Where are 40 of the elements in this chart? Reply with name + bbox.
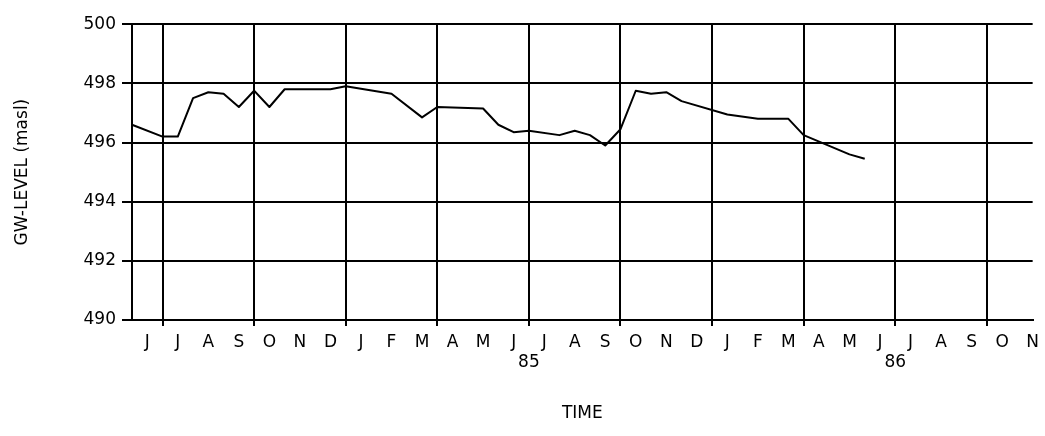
- x-tick-label: J: [907, 330, 914, 351]
- x-tick-label: J: [723, 330, 730, 351]
- x-tick-label: J: [174, 330, 181, 351]
- x-tick-label: N: [659, 330, 673, 351]
- x-tick-label: M: [842, 330, 857, 351]
- y-axis-title: GW-LEVEL (masl): [10, 98, 31, 246]
- x-tick-label: N: [1026, 330, 1039, 351]
- x-tick-label: J: [357, 330, 364, 351]
- y-tick-label: 494: [83, 190, 116, 211]
- y-tick-label: 492: [83, 249, 116, 270]
- x-tick-label: S: [966, 330, 977, 351]
- x-tick-label: J: [540, 330, 547, 351]
- y-tick-label: 498: [83, 71, 116, 92]
- x-tick-label: D: [690, 330, 704, 351]
- y-tick-label: 496: [83, 130, 116, 151]
- x-tick-label: O: [995, 330, 1009, 351]
- x-tick-label: S: [233, 330, 245, 351]
- x-tick-label: F: [752, 330, 763, 351]
- x-tick-label: M: [781, 330, 796, 351]
- x-tick-label: 85: [518, 351, 540, 372]
- x-tick-label: F: [386, 330, 397, 351]
- x-tick-label: A: [813, 330, 826, 351]
- x-tick-label: A: [568, 330, 581, 351]
- x-tick-label: 86: [884, 351, 907, 372]
- x-axis-title: TIME: [560, 402, 603, 423]
- x-tick-label: J: [876, 330, 883, 351]
- x-tick-label: O: [629, 330, 643, 351]
- x-tick-label: D: [323, 330, 337, 351]
- x-tick-label: J: [143, 330, 150, 351]
- x-tick-label: N: [293, 330, 307, 351]
- x-tick-label: A: [935, 330, 948, 351]
- y-tick-label: 500: [83, 12, 116, 33]
- x-tick-label: M: [414, 330, 430, 351]
- x-tick-label: A: [446, 330, 459, 351]
- x-tick-label: J: [510, 330, 517, 351]
- y-tick-label: 490: [83, 308, 116, 329]
- x-tick-label: M: [475, 330, 491, 351]
- x-tick-label: S: [599, 330, 611, 351]
- x-tick-label: A: [202, 330, 215, 351]
- x-tick-label: O: [262, 330, 277, 351]
